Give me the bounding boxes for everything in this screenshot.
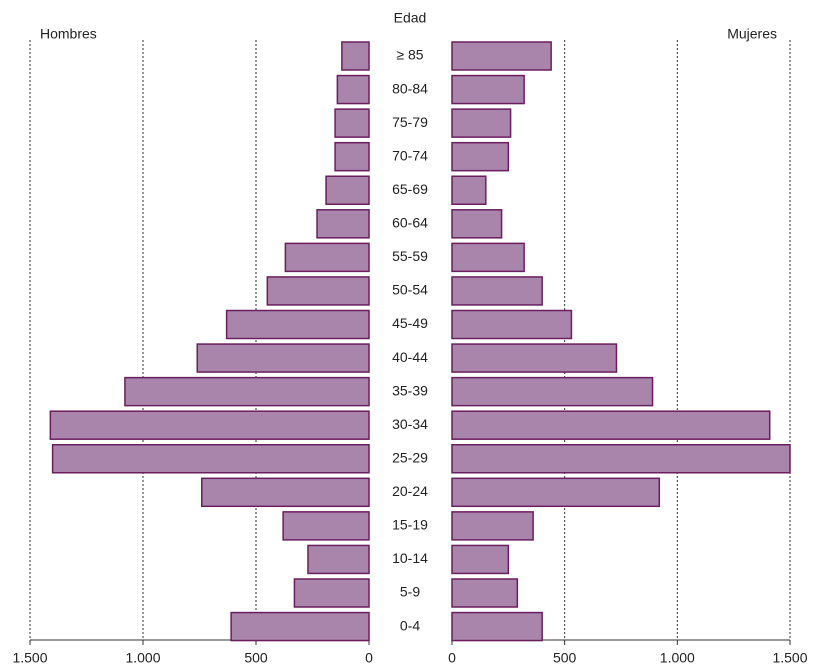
bar (451, 343, 618, 373)
bar (124, 376, 370, 407)
bar (341, 41, 370, 71)
legend-label: Hombres (40, 26, 97, 42)
x-tick-label: 1.500 (772, 650, 807, 666)
bar (196, 343, 370, 373)
bar (451, 209, 503, 239)
category-label: 30-34 (392, 416, 428, 432)
bar (451, 74, 525, 105)
category-label: 75-79 (392, 114, 428, 130)
x-tick-label: 500 (244, 650, 268, 666)
category-label: 40-44 (392, 349, 428, 365)
bar (201, 477, 370, 508)
x-tick-label: 0 (365, 650, 373, 666)
x-tick-label: 0 (448, 650, 456, 666)
bar (451, 175, 487, 205)
category-label: 25-29 (392, 449, 428, 465)
bar (451, 376, 654, 407)
bar (451, 444, 791, 474)
bar (334, 141, 370, 172)
x-tick-label: 1.500 (12, 650, 47, 666)
bar (282, 511, 370, 541)
bar (451, 309, 573, 340)
bar (266, 276, 370, 306)
bar (451, 276, 543, 306)
axis-title: Edad (394, 10, 427, 26)
category-label: 45-49 (392, 315, 428, 331)
bar (451, 141, 510, 172)
x-tick-label: 1.000 (660, 650, 695, 666)
category-label: 10-14 (392, 550, 428, 566)
category-label: 0-4 (400, 617, 420, 633)
bar (451, 544, 510, 575)
bar (451, 611, 543, 642)
bar (293, 578, 370, 608)
category-label: ≥ 85 (396, 47, 423, 63)
category-label: 80-84 (392, 80, 428, 96)
bar (336, 74, 370, 105)
bar (451, 578, 519, 608)
x-tick-label: 1.000 (125, 650, 160, 666)
category-label: 20-24 (392, 483, 428, 499)
bar (451, 108, 512, 138)
x-tick-label: 500 (553, 650, 577, 666)
legend-label: Mujeres (727, 26, 777, 42)
bar (316, 209, 370, 239)
category-label: 60-64 (392, 215, 428, 231)
bar (325, 175, 370, 205)
bar (334, 108, 370, 138)
bar (451, 410, 771, 440)
category-label: 70-74 (392, 147, 428, 163)
bar (307, 544, 370, 575)
bar (230, 611, 370, 642)
bar (49, 410, 370, 440)
category-label: 35-39 (392, 382, 428, 398)
bar (451, 511, 534, 541)
category-label: 65-69 (392, 181, 428, 197)
bar (284, 242, 370, 273)
bar (225, 309, 370, 340)
bar (451, 477, 661, 508)
category-label: 50-54 (392, 282, 428, 298)
category-label: 55-59 (392, 248, 428, 264)
category-label: 5-9 (400, 584, 420, 600)
category-label: 15-19 (392, 517, 428, 533)
bar (51, 444, 370, 474)
bar (451, 41, 552, 71)
bar (451, 242, 525, 273)
